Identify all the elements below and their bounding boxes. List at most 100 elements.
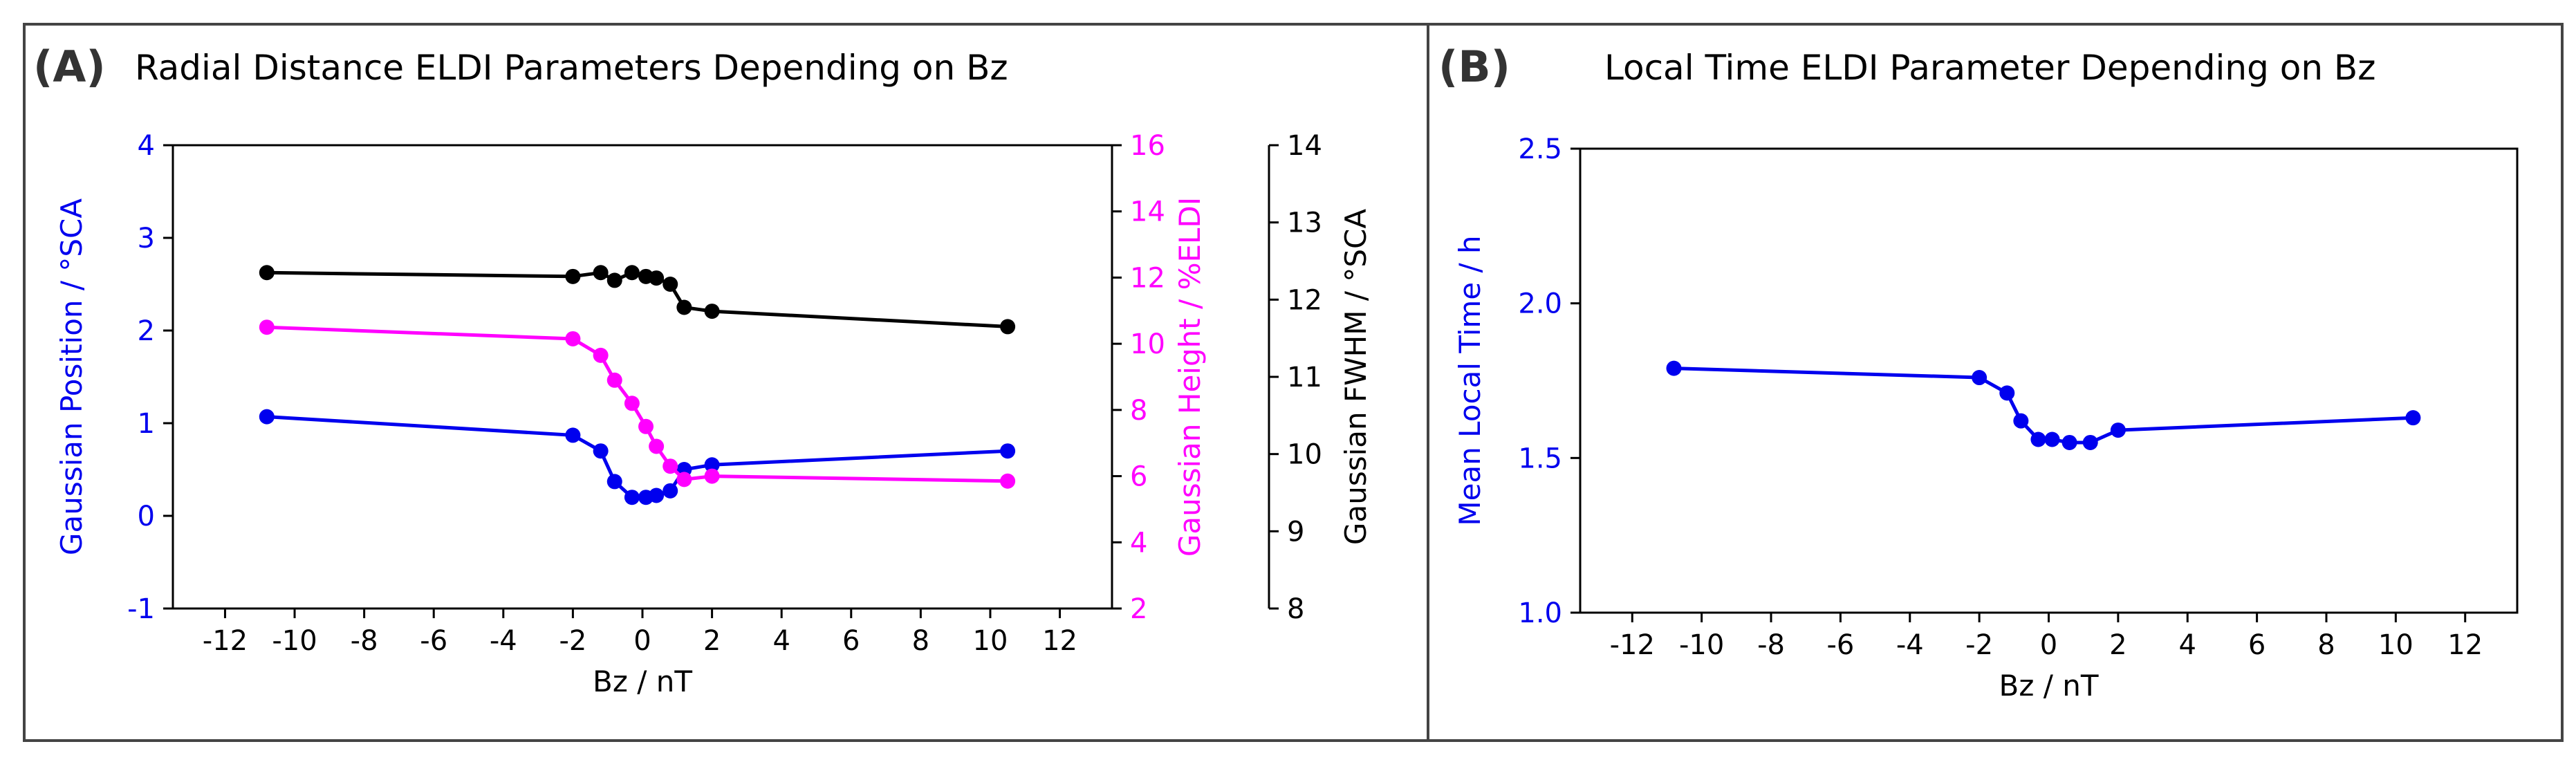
chart-a-fwhm-ytick-label: 10 — [1287, 439, 1322, 471]
chart-a-xtick-label: -8 — [351, 625, 378, 657]
chart-a-xtick-label: 8 — [912, 625, 929, 657]
chart-a-position-series-point — [593, 443, 609, 459]
chart-a-position-ytick-label: 2 — [138, 315, 155, 347]
chart-a-height-ytick-label: 6 — [1130, 461, 1147, 493]
chart-b-xtick-label: 12 — [2447, 629, 2483, 661]
chart-b-xtick-label: 2 — [2109, 629, 2126, 661]
chart-b-xtick-label: 4 — [2179, 629, 2196, 661]
chart-a-fwhm-series-point — [704, 304, 720, 319]
chart-b-xtick-label: -10 — [1679, 629, 1724, 661]
chart-a-position-series-point — [606, 474, 622, 490]
chart-b-localtime-series-point — [2082, 434, 2098, 450]
chart-b-localtime-series-point — [2030, 431, 2046, 447]
chart-a-fwhm-ytick-label: 13 — [1287, 207, 1322, 239]
chart-a-xtick-label: 2 — [703, 625, 721, 657]
chart-b-localtime-series-point — [2013, 413, 2029, 429]
chart-a-position-series-point — [1000, 443, 1016, 459]
chart-a-xtick-label: -10 — [272, 625, 317, 657]
chart-a-height-series-point — [565, 331, 581, 346]
panel-b-title: Local Time ELDI Parameter Depending on B… — [1604, 48, 2375, 88]
chart-a-xtick-label: -2 — [559, 625, 586, 657]
chart-b-localtime-ytick-label: 1.5 — [1518, 443, 1562, 474]
chart-a-fwhm-series-point — [624, 265, 640, 281]
chart-a-position-series-point — [704, 457, 720, 473]
panel-a-title: Radial Distance ELDI Parameters Dependin… — [135, 48, 1008, 88]
chart-a-height-series-point — [606, 372, 622, 388]
chart-a-fwhm-series-point — [662, 277, 678, 292]
chart-a-fwhm-series-point — [606, 272, 622, 288]
chart-a-fwhm-series-point — [1000, 319, 1016, 335]
chart-a-position-series-line — [266, 415, 1008, 499]
chart-a-height-ytick-label: 16 — [1130, 130, 1165, 162]
chart-a-height-series-point — [704, 468, 720, 484]
chart-a-fwhm-ytick-label: 9 — [1287, 516, 1304, 548]
chart-a-height-ytick-label: 4 — [1130, 527, 1147, 559]
chart-a-position-ytick-label: 4 — [138, 130, 155, 162]
chart-a-fwhm-series-point — [649, 270, 665, 286]
chart-a-xtick-label: 10 — [973, 625, 1008, 657]
chart-a-xtick-label: -12 — [203, 625, 248, 657]
chart-b-localtime-ytick-label: 1.0 — [1518, 597, 1562, 629]
chart-a-height-series-point — [649, 438, 665, 454]
chart-a-position-ytick-label: 3 — [138, 223, 155, 254]
chart-b-xtick-label: 10 — [2378, 629, 2413, 661]
chart-b-xtick-label: 6 — [2248, 629, 2265, 661]
chart-a-xtick-label: 6 — [842, 625, 860, 657]
chart-b-plot-frame — [1579, 147, 2519, 614]
chart-a-xtick-label: 0 — [633, 625, 651, 657]
chart-a-height-ytick-label: 8 — [1130, 395, 1147, 427]
chart-a-height-series-point — [676, 472, 692, 487]
chart-b-localtime-series-point — [2405, 410, 2421, 426]
chart-b-xtick-label: -2 — [1965, 629, 1993, 661]
chart-a-height-y-axis-title: Gaussian Height / %ELDI — [1173, 197, 1207, 557]
chart-b-localtime-series-point — [2044, 431, 2060, 447]
chart-b-x-axis-title: Bz / nT — [1999, 669, 2099, 703]
chart-a-position-series-point — [624, 490, 640, 505]
chart-a-xtick-label: 4 — [772, 625, 790, 657]
panel-b-frame — [1427, 23, 2564, 742]
chart-a-height-ytick-label: 14 — [1130, 196, 1165, 228]
chart-a-fwhm-series-line — [266, 270, 1008, 328]
chart-a-position-ytick-label: 1 — [138, 408, 155, 440]
chart-b-localtime-ytick-label: 2.0 — [1518, 288, 1562, 320]
chart-b-localtime-series-line — [1674, 366, 2413, 445]
chart-a-height-series-point — [638, 418, 654, 434]
chart-a-position-series-point — [662, 483, 678, 499]
chart-a-fwhm-ytick-label: 11 — [1287, 362, 1322, 393]
chart-a-fwhm-series-point — [259, 265, 275, 281]
chart-b-localtime-ytick-label: 2.5 — [1518, 133, 1562, 165]
chart-b-localtime-series-point — [1666, 360, 1682, 376]
chart-a-x-axis-title: Bz / nT — [593, 665, 692, 698]
chart-b-xtick-label: -12 — [1610, 629, 1655, 661]
chart-a-fwhm-ytick-label: 14 — [1287, 130, 1322, 162]
chart-a-fwhm-series-point — [565, 268, 581, 284]
chart-a-height-series-point — [1000, 473, 1016, 489]
chart-a-height-series-point — [593, 347, 609, 363]
chart-a-position-series-point — [565, 427, 581, 443]
chart-b-localtime-y-axis-title: Mean Local Time / h — [1453, 235, 1487, 526]
panel-a-label: (A) — [33, 41, 106, 92]
chart-a-position-ytick-label: 0 — [138, 501, 155, 532]
chart-b-localtime-series-point — [2110, 422, 2126, 438]
chart-a-height-series-point — [259, 319, 275, 335]
chart-a-fwhm-series-point — [676, 299, 692, 315]
chart-b-xtick-label: 0 — [2040, 629, 2057, 661]
chart-b-xtick-label: -8 — [1757, 629, 1785, 661]
chart-b-localtime-series-point — [1972, 370, 1987, 386]
chart-b: -12 -10 -8 -6 -4 -2 0 2 4 6 8 10 12 Bz / nT 1.0 1.5 2.0 2… — [1453, 133, 2519, 703]
chart-a-height-ytick-label: 12 — [1130, 262, 1165, 294]
chart-b-xtick-label: -4 — [1896, 629, 1924, 661]
chart-a-xtick-label: -6 — [420, 625, 447, 657]
chart-a-height-ytick-label: 2 — [1130, 593, 1147, 625]
chart-a-height-series-point — [624, 396, 640, 411]
chart-a-position-ytick-label: -1 — [127, 593, 155, 625]
chart-a-fwhm-series-point — [593, 265, 609, 281]
chart-b-xtick-label: -6 — [1826, 629, 1854, 661]
chart-a-xtick-label: 12 — [1042, 625, 1077, 657]
chart-a-xtick-label: -4 — [490, 625, 517, 657]
chart-a-position-y-axis-title: Gaussian Position / °SCA — [55, 198, 89, 555]
chart-b-xtick-label: 8 — [2317, 629, 2335, 661]
chart-a-position-series-point — [649, 487, 665, 503]
